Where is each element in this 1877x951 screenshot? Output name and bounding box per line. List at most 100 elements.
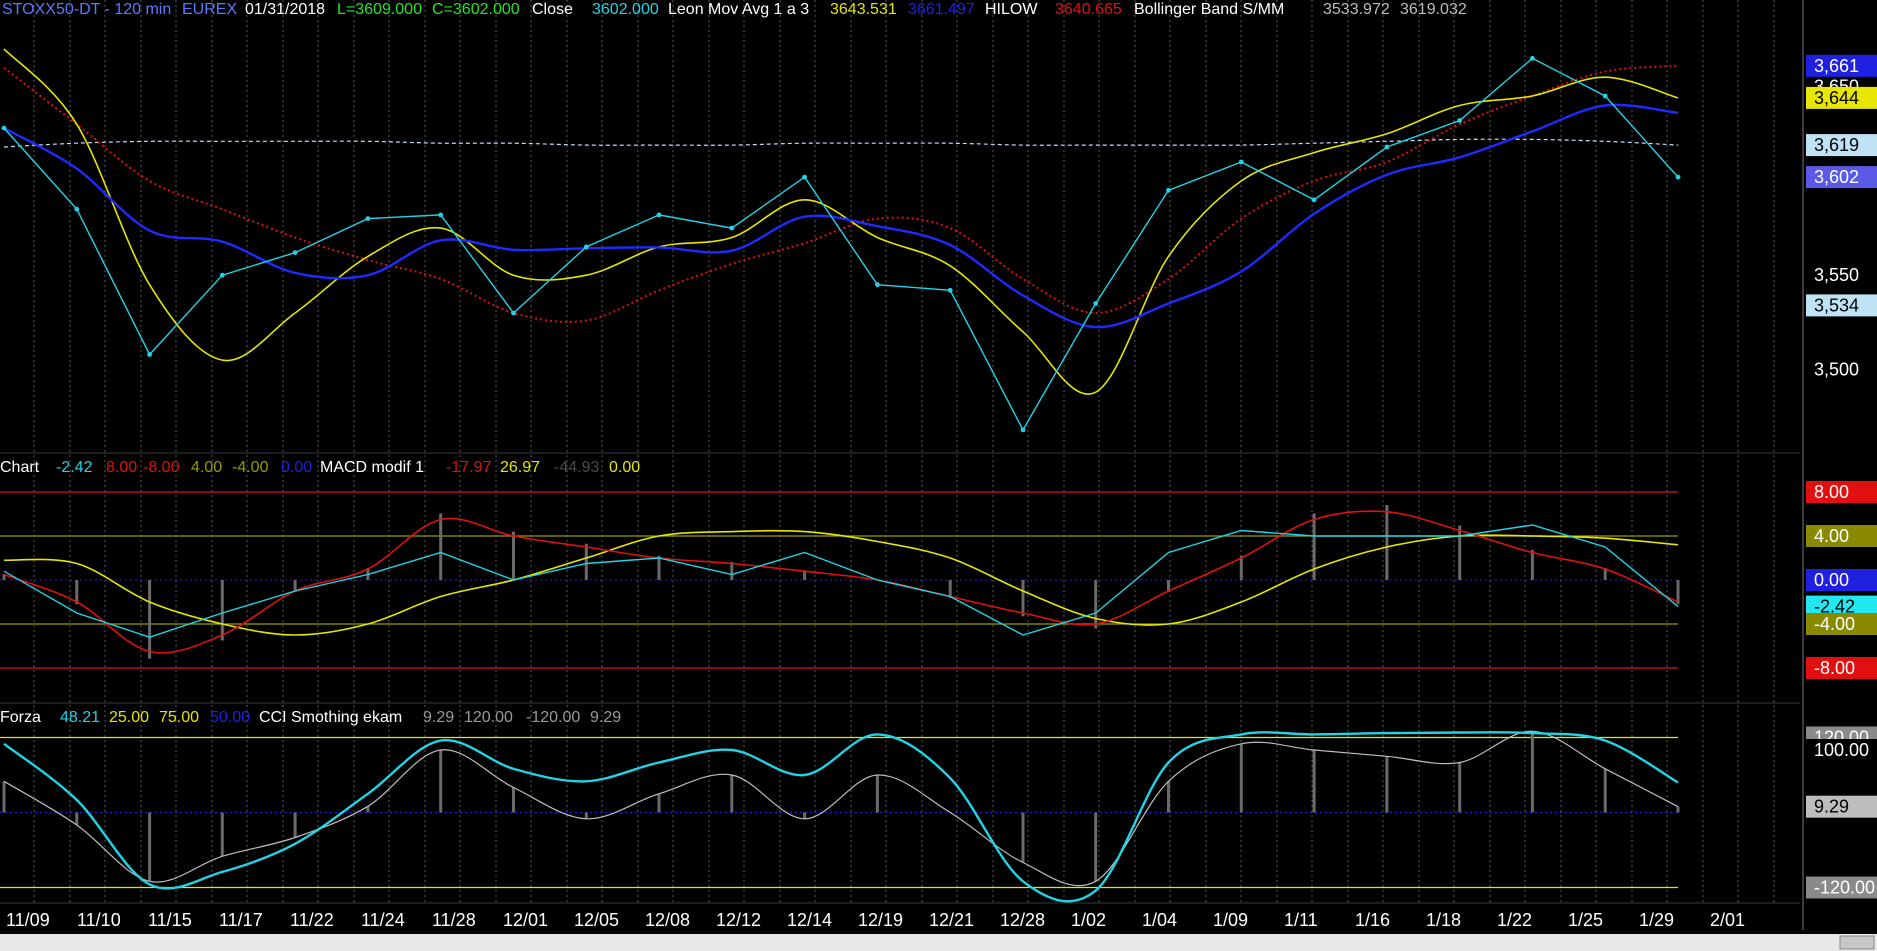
date-label-23: 1/29 — [1639, 910, 1674, 930]
macd-box-4 — [1806, 613, 1877, 635]
forza-v1: 48.21 — [60, 709, 100, 726]
series-blue-ma — [3, 103, 1679, 329]
macd-box-label-2: 0.00 — [1814, 570, 1849, 590]
cci-box-label-3: -120.00 — [1814, 878, 1875, 898]
close-point-11 — [802, 174, 807, 180]
grid-lines — [33, 0, 1804, 930]
macd-v6: 0.00 — [281, 459, 312, 476]
macd-signal-line — [3, 529, 1679, 636]
macd-m4: 0.00 — [609, 459, 640, 476]
header-close-value: 3602.000 — [592, 1, 659, 18]
price-tick-1: 3,550 — [1814, 265, 1859, 285]
cci-box-3 — [1806, 876, 1877, 899]
macd-box-2 — [1806, 569, 1877, 591]
header-symbol: STOXX50-DT - 120 min — [2, 1, 171, 18]
date-label-12: 12/19 — [858, 910, 903, 930]
macd-chart-label: Chart — [0, 459, 40, 476]
price-box-label-1: 3,644 — [1814, 88, 1859, 108]
macd-label: MACD modif 1 — [320, 459, 424, 476]
macd-header: Chart -2.42 8.00 -8.00 4.00 -4.00 0.00 M… — [0, 459, 640, 476]
cci-label: CCI Smothing ekam — [259, 709, 402, 726]
cci-c1: 9.29 — [423, 709, 454, 726]
close-point-0 — [1, 125, 7, 131]
cci-box-label-2: 100.00 — [1814, 740, 1869, 760]
forza-label: Forza — [0, 709, 41, 726]
price-box-label-3: 3,602 — [1814, 167, 1859, 187]
header-boll-v1: 3533.972 — [1323, 1, 1390, 18]
close-point-3 — [219, 272, 225, 278]
close-point-13 — [947, 287, 953, 293]
price-box-4 — [1806, 294, 1877, 317]
close-point-1 — [74, 206, 80, 212]
cci-c3: -120.00 — [526, 709, 580, 726]
forza-v2: 25.00 — [109, 709, 149, 726]
price-box-label-4: 3,534 — [1814, 295, 1859, 315]
date-label-22: 1/25 — [1568, 910, 1603, 930]
date-label-4: 11/22 — [290, 910, 334, 930]
date-label-18: 1/11 — [1284, 910, 1318, 930]
header-boll-label: Bollinger Band S/MM — [1134, 1, 1284, 18]
price-box-label-0: 3,661 — [1814, 56, 1859, 76]
header-leon-label: Leon Mov Avg 1 a 3 — [668, 1, 809, 18]
scrollbar-thumb[interactable] — [1839, 935, 1875, 950]
cci-box-1 — [1806, 795, 1877, 818]
date-label-10: 12/12 — [716, 910, 761, 930]
date-label-5: 11/24 — [361, 910, 405, 930]
header-boll-v2: 3619.032 — [1400, 1, 1467, 18]
header-close-eq: C=3602.000 — [432, 1, 520, 18]
date-label-17: 1/09 — [1213, 910, 1248, 930]
header-hilow-label: HILOW — [985, 1, 1038, 18]
horizontal-scrollbar[interactable] — [0, 934, 1877, 951]
cci-c2: 120.00 — [464, 709, 513, 726]
macd-m2: 26.97 — [500, 459, 540, 476]
macd-box-0 — [1806, 481, 1877, 503]
price-box-1 — [1806, 86, 1877, 109]
forza-v4: 50.00 — [210, 709, 250, 726]
macd-box-label-3: -2.42 — [1814, 597, 1855, 617]
date-label-19: 1/16 — [1355, 910, 1390, 930]
date-label-14: 12/28 — [1000, 910, 1045, 930]
close-point-22 — [1602, 93, 1608, 99]
price-box-2 — [1806, 134, 1877, 157]
macd-v3: -8.00 — [143, 459, 180, 476]
close-point-9 — [656, 212, 662, 218]
header-hilow-value: 3640.665 — [1055, 1, 1122, 18]
date-label-9: 12/08 — [645, 910, 690, 930]
price-box-3 — [1806, 166, 1877, 189]
macd-box-3 — [1806, 595, 1877, 618]
date-label-2: 11/15 — [148, 910, 192, 930]
plot-layer — [0, 48, 1681, 903]
date-label-6: 11/28 — [432, 910, 476, 930]
header-date: 01/31/2018 — [245, 1, 325, 18]
date-label-1: 11/10 — [77, 910, 121, 930]
header-exchange: EUREX — [182, 1, 237, 18]
price-header: STOXX50-DT - 120 min EUREX 01/31/2018 L=… — [2, 1, 1467, 18]
close-point-17 — [1238, 159, 1244, 165]
date-label-16: 1/04 — [1142, 910, 1177, 930]
close-point-23 — [1675, 174, 1681, 180]
macd-v1: -2.42 — [56, 459, 93, 476]
header-close-label: Close — [532, 1, 573, 18]
header-leon-v2: 3661.497 — [908, 1, 975, 18]
close-point-2 — [147, 352, 153, 357]
cci-c4: 9.29 — [590, 709, 621, 726]
cci-box-2 — [1806, 739, 1877, 761]
close-point-6 — [438, 212, 444, 218]
close-point-18 — [1311, 197, 1317, 203]
macd-box-1 — [1806, 525, 1877, 547]
macd-m3: -44.93 — [554, 459, 599, 476]
close-point-8 — [583, 244, 589, 250]
close-point-10 — [729, 225, 735, 231]
close-point-20 — [1457, 118, 1463, 123]
cci-box-label-1: 9.29 — [1814, 797, 1849, 817]
macd-v2: 8.00 — [106, 459, 137, 476]
date-label-13: 12/21 — [929, 910, 974, 930]
close-point-5 — [365, 216, 371, 222]
cci-header: Forza 48.21 25.00 75.00 50.00 CCI Smothi… — [0, 709, 621, 726]
date-label-0: 11/09 — [6, 910, 50, 930]
macd-box-label-4: -4.00 — [1814, 614, 1855, 634]
header-low: L=3609.000 — [337, 1, 422, 18]
close-point-15 — [1093, 301, 1099, 306]
